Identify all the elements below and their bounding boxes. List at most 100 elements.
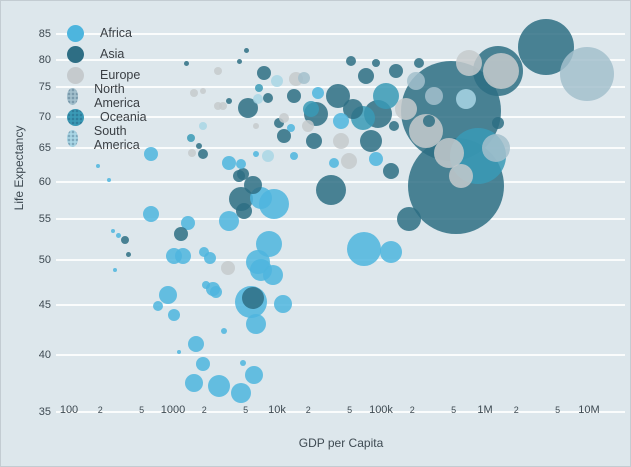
bubble-asia[interactable] — [257, 65, 271, 80]
bubble-south_america[interactable] — [198, 121, 207, 130]
bubble-africa[interactable] — [168, 308, 181, 321]
bubble-oceania[interactable] — [254, 83, 263, 92]
bubble-oceania[interactable] — [372, 82, 399, 109]
bubble-asia[interactable] — [358, 68, 375, 85]
bubble-africa[interactable] — [236, 159, 246, 170]
legend-item-south_america[interactable]: South America — [67, 124, 146, 152]
bubble-asia[interactable] — [225, 98, 232, 105]
bubble-asia[interactable] — [343, 98, 364, 119]
bubble-europe[interactable] — [252, 122, 259, 129]
bubble-africa[interactable] — [143, 147, 158, 162]
bubble-africa[interactable] — [111, 229, 116, 234]
legend-item-oceania[interactable]: Oceania — [67, 107, 147, 127]
bubble-asia[interactable] — [183, 60, 189, 66]
bubble-oceania[interactable] — [186, 133, 195, 142]
bubble-africa[interactable] — [116, 232, 122, 238]
bubble-africa[interactable] — [380, 241, 402, 264]
bubble-asia[interactable] — [262, 93, 273, 104]
bubble-africa[interactable] — [180, 215, 195, 230]
bubble-asia[interactable] — [360, 130, 383, 153]
bubble-asia[interactable] — [492, 116, 505, 129]
bubble-asia[interactable] — [120, 236, 129, 245]
bubble-asia[interactable] — [389, 120, 400, 131]
bubble-africa[interactable] — [220, 328, 227, 335]
bubble-africa[interactable] — [175, 247, 191, 264]
bubble-asia[interactable] — [315, 174, 346, 205]
bubble-asia[interactable] — [388, 64, 403, 79]
bubble-asia[interactable] — [423, 114, 436, 127]
bubble-africa[interactable] — [332, 112, 349, 129]
bubble-africa[interactable] — [347, 232, 382, 267]
bubble-europe[interactable] — [434, 137, 464, 168]
bubble-africa[interactable] — [218, 211, 239, 231]
bubble-africa[interactable] — [95, 164, 100, 169]
bubble-africa[interactable] — [187, 335, 204, 352]
bubble-europe[interactable] — [332, 133, 349, 150]
bubble-asia[interactable] — [383, 163, 399, 180]
bubble-africa[interactable] — [185, 373, 203, 392]
bubble-asia[interactable] — [243, 175, 262, 194]
bubble-africa[interactable] — [177, 349, 182, 354]
bubble-africa[interactable] — [328, 157, 339, 168]
bubble-africa[interactable] — [286, 123, 295, 132]
bubble-asia[interactable] — [346, 55, 357, 66]
bubble-europe[interactable] — [279, 112, 289, 123]
bubble-africa[interactable] — [369, 151, 383, 166]
bubble-south_america[interactable] — [455, 88, 476, 109]
bubble-asia[interactable] — [306, 133, 322, 150]
bubble-europe[interactable] — [214, 101, 223, 110]
legend-item-north_america[interactable]: North America — [67, 82, 146, 110]
bubble-europe[interactable] — [221, 260, 235, 275]
bubble-europe[interactable] — [455, 50, 482, 77]
bubble-europe[interactable] — [483, 53, 520, 90]
bubble-asia[interactable] — [277, 129, 291, 143]
bubble-europe[interactable] — [199, 87, 206, 94]
bubble-africa[interactable] — [245, 365, 264, 384]
bubble-africa[interactable] — [195, 356, 210, 371]
bubble-asia[interactable] — [236, 59, 242, 65]
bubble-africa[interactable] — [245, 314, 266, 335]
bubble-europe[interactable] — [302, 119, 314, 132]
bubble-asia[interactable] — [237, 98, 258, 119]
bubble-asia[interactable] — [241, 287, 264, 310]
bubble-africa[interactable] — [198, 246, 209, 257]
bubble-asia[interactable] — [236, 203, 252, 219]
bubble-south_america[interactable] — [261, 150, 274, 163]
bubble-asia[interactable] — [243, 48, 249, 54]
bubble-north_america[interactable] — [298, 71, 311, 84]
legend-item-asia[interactable]: Asia — [67, 44, 124, 64]
bubble-africa[interactable] — [221, 155, 236, 170]
bubble-europe[interactable] — [214, 67, 223, 76]
bubble-africa[interactable] — [113, 267, 118, 272]
bubble-africa[interactable] — [289, 152, 298, 161]
bubble-south_america[interactable] — [252, 93, 263, 104]
legend-item-africa[interactable]: Africa — [67, 23, 132, 43]
bubble-asia[interactable] — [174, 227, 188, 242]
bubble-oceania[interactable] — [303, 100, 319, 117]
bubble-africa[interactable] — [142, 206, 159, 223]
bubble-africa[interactable] — [239, 359, 246, 366]
bubble-europe[interactable] — [190, 89, 198, 98]
bubble-africa[interactable] — [207, 375, 230, 398]
bubble-europe[interactable] — [188, 148, 197, 157]
bubble-africa[interactable] — [210, 285, 222, 298]
bubble-north_america[interactable] — [407, 72, 425, 91]
bubble-africa[interactable] — [262, 264, 283, 285]
bubble-north_america[interactable] — [560, 46, 615, 101]
bubble-africa[interactable] — [201, 280, 210, 289]
bubble-asia[interactable] — [286, 88, 301, 103]
bubble-africa[interactable] — [153, 300, 164, 311]
bubble-south_america[interactable] — [271, 75, 283, 88]
bubble-asia[interactable] — [273, 117, 284, 128]
bubble-asia[interactable] — [196, 143, 203, 150]
bubble-europe[interactable] — [340, 152, 357, 169]
bubble-africa[interactable] — [107, 177, 112, 182]
bubble-asia[interactable] — [396, 207, 421, 232]
bubble-europe[interactable] — [448, 164, 473, 189]
bubble-asia[interactable] — [197, 149, 208, 160]
bubble-europe[interactable] — [394, 97, 417, 120]
bubble-africa[interactable] — [252, 151, 259, 158]
bubble-europe[interactable] — [219, 101, 227, 110]
bubble-north_america[interactable] — [482, 134, 510, 163]
bubble-asia[interactable] — [372, 59, 380, 68]
